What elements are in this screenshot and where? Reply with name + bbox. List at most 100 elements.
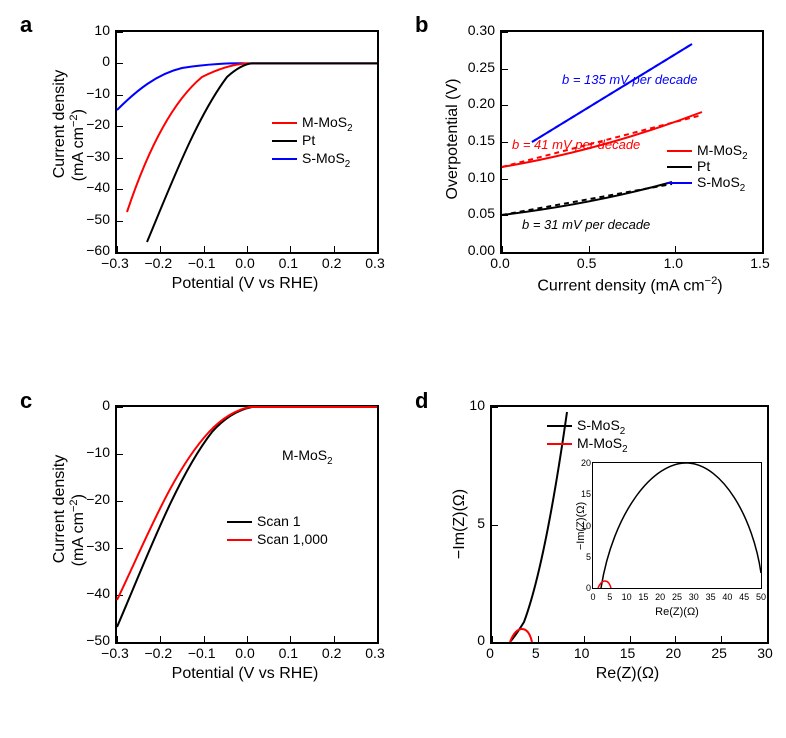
legend-smos2-d: S-MoS2 [577,417,625,437]
inset-yt3: 15 [581,489,591,499]
xlabel-c: Potential (V vs RHE) [115,665,375,683]
plot-area-d: S-MoS2 M-MoS2 −Im(Z)(Ω) Re(Z)(Ω) 0 5 10 … [490,405,769,644]
xtick-a-4: 0.1 [279,255,298,271]
xlabel-d: Re(Z)(Ω) [490,665,765,683]
panel-a: M-MoS2 Pt S-MoS2 −0.3 −0.2 −0.1 0.0 0.1 … [115,30,375,250]
legend-smos2-a: S-MoS2 [302,150,350,170]
annot-black: b = 31 mV per decade [522,217,650,232]
xtick-c-4: 0.1 [279,645,298,661]
xtick-c-1: −0.2 [145,645,173,661]
inset-xt6: 30 [689,592,699,602]
legend-line-scan1 [227,521,252,523]
xlabel-b: Current density (mA cm−2) [500,275,760,295]
ytick-d-2: 0 [477,632,485,648]
ylabel-c-1: Current density [51,409,69,609]
ytick-b-6: 0.00 [468,242,495,258]
ytick-d-1: 5 [477,515,485,531]
legend-line-smos2-a [272,158,297,160]
ytick-a-3: −20 [86,116,110,132]
legend-line-mmos2-d [547,443,572,445]
legend-scan1: Scan 1 [257,513,301,529]
inset-xt8: 40 [722,592,732,602]
legend-pt-a: Pt [302,132,315,148]
ytick-c-2: −20 [86,491,110,507]
inset-xt4: 20 [655,592,665,602]
figure: a [0,0,786,738]
ytick-a-2: −10 [86,85,110,101]
ylabel-a-2: (mA cm−2) [68,45,88,245]
inset-xlabel: Re(Z)(Ω) [593,606,761,618]
ytick-b-1: 0.25 [468,59,495,75]
xtick-a-1: −0.2 [145,255,173,271]
ylabel-c-2: (mA cm−2) [68,430,88,630]
ytick-a-4: −30 [86,148,110,164]
legend-line-pt-a [272,140,297,142]
annot-blue: b = 135 mV per decade [562,72,698,87]
ytick-b-5: 0.05 [468,205,495,221]
ytick-b-2: 0.20 [468,95,495,111]
xtick-d-2: 10 [574,645,590,661]
inset-yt4: 20 [581,458,591,468]
inset-xt5: 25 [672,592,682,602]
inset-xt3: 15 [638,592,648,602]
ytick-a-0: 10 [94,22,110,38]
ytick-a-5: −40 [86,179,110,195]
ytick-b-4: 0.10 [468,169,495,185]
ytick-c-4: −40 [86,585,110,601]
ylabel-a-1: Current density [51,24,69,224]
ylabel-b: Overpotential (V) [444,39,462,239]
legend-line-smos2-d [547,425,572,427]
legend-scan1000: Scan 1,000 [257,531,328,547]
legend-line-smos2-b [667,182,692,184]
panel-d: S-MoS2 M-MoS2 −Im(Z)(Ω) Re(Z)(Ω) 0 5 10 … [490,405,765,640]
panel-letter-d: d [415,388,428,414]
series-inset [593,463,761,588]
legend-line-mmos2-b [667,150,692,152]
inset-xt9: 45 [739,592,749,602]
panel-c: M-MoS2 Scan 1 Scan 1,000 −0.3 −0.2 −0.1 … [115,405,375,640]
xtick-a-3: 0.0 [235,255,254,271]
ylabel-d: −Im(Z)(Ω) [451,424,469,624]
panel-b: b = 135 mV per decade b = 41 mV per deca… [500,30,760,250]
legend-line-scan1000 [227,539,252,541]
inset-yt1: 5 [586,552,591,562]
xtick-d-0: 0 [486,645,494,661]
legend-smos2-b: S-MoS2 [697,174,745,194]
legend-mmos2-a: M-MoS2 [302,114,353,134]
ytick-c-1: −10 [86,444,110,460]
xtick-d-3: 15 [620,645,636,661]
xtick-a-6: 0.3 [365,255,384,271]
ytick-b-0: 0.30 [468,22,495,38]
inset-xt7: 35 [706,592,716,602]
panel-letter-a: a [20,12,32,38]
panel-letter-c: c [20,388,32,414]
plot-area-c: M-MoS2 Scan 1 Scan 1,000 [115,405,379,644]
plot-area-a: M-MoS2 Pt S-MoS2 [115,30,379,254]
xtick-d-6: 30 [757,645,773,661]
xtick-c-6: 0.3 [365,645,384,661]
xtick-d-1: 5 [532,645,540,661]
xtick-d-4: 20 [666,645,682,661]
inset-xt0: 0 [590,592,595,602]
xtick-b-1: 0.5 [577,255,596,271]
inset-xt2: 10 [622,592,632,602]
xtick-c-5: 0.2 [322,645,341,661]
xtick-b-3: 1.5 [750,255,769,271]
inset-yt2: 10 [581,521,591,531]
ytick-a-1: 0 [102,53,110,69]
ytick-a-6: −50 [86,211,110,227]
inset-xt10: 50 [756,592,766,602]
xtick-c-3: 0.0 [235,645,254,661]
panel-letter-b: b [415,12,428,38]
ytick-c-0: 0 [102,397,110,413]
plot-area-b: b = 135 mV per decade b = 41 mV per deca… [500,30,764,254]
xtick-c-2: −0.1 [188,645,216,661]
legend-line-mmos2-a [272,122,297,124]
annot-red: b = 41 mV per decade [512,137,640,152]
series-a [117,32,377,252]
ytick-b-3: 0.15 [468,132,495,148]
legend-pt-b: Pt [697,158,710,174]
series-c [117,407,377,642]
ytick-c-5: −50 [86,632,110,648]
ytick-a-7: −60 [86,242,110,258]
